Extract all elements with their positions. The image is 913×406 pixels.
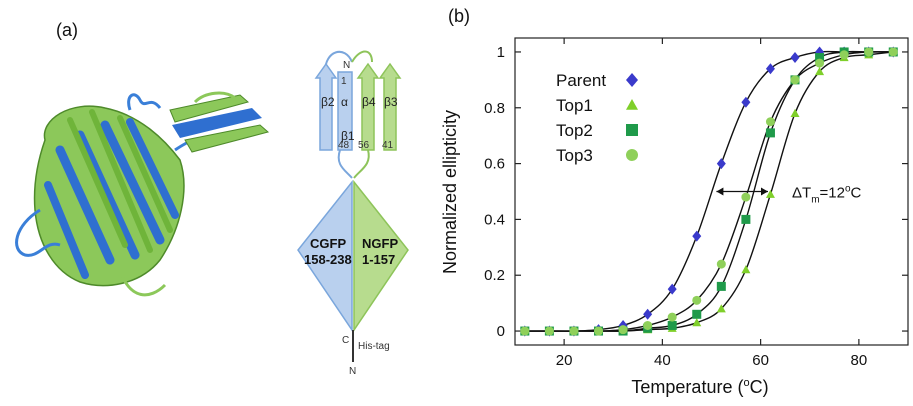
beta4-arrow bbox=[356, 62, 380, 151]
data-point-top3 bbox=[741, 192, 751, 202]
y-tick-label: 0.2 bbox=[484, 267, 505, 284]
data-point-top2 bbox=[815, 53, 825, 63]
data-point-top3 bbox=[544, 326, 554, 336]
y-tick-label: 0.8 bbox=[484, 100, 505, 117]
delta-tm-arrowhead-left bbox=[716, 187, 724, 196]
data-point-parent bbox=[643, 308, 653, 320]
legend-label-top1: Top1 bbox=[556, 96, 593, 115]
data-point-top3 bbox=[618, 325, 628, 335]
x-tick-label: 60 bbox=[752, 352, 769, 369]
topo-label-n-bottom: N bbox=[349, 366, 356, 377]
topo-label-beta1: β1 bbox=[341, 129, 355, 143]
beta3-arrow bbox=[378, 62, 402, 151]
data-point-top1 bbox=[790, 108, 800, 117]
protein-structure-illustration bbox=[15, 91, 270, 297]
y-tick-label: 0 bbox=[497, 323, 505, 340]
ngfp-range: 1-157 bbox=[362, 252, 395, 267]
y-tick-label: 0.4 bbox=[484, 211, 505, 228]
data-point-top2 bbox=[692, 309, 702, 319]
data-point-parent bbox=[716, 158, 726, 170]
fit-curve-top3 bbox=[524, 51, 894, 332]
data-point-top3 bbox=[790, 75, 800, 85]
legend-marker-top3 bbox=[626, 149, 638, 161]
panel-label-a: (a) bbox=[56, 20, 78, 40]
data-point-top1 bbox=[765, 189, 775, 198]
cgfp-range: 158-238 bbox=[304, 252, 352, 267]
data-point-top1 bbox=[815, 66, 825, 76]
topo-label-num-48: 48 bbox=[338, 140, 350, 151]
topo-label-num-41: 41 bbox=[382, 140, 394, 151]
delta-tm-label: ΔTm=12oC bbox=[792, 184, 862, 206]
data-point-parent bbox=[741, 96, 751, 108]
ngfp-label: NGFP bbox=[362, 236, 398, 251]
topo-label-c: C bbox=[342, 335, 349, 346]
data-point-top3 bbox=[716, 259, 726, 269]
x-axis-label: Temperature (oC) bbox=[631, 377, 768, 397]
alpha-rect bbox=[337, 71, 353, 151]
melting-curve-chart: 20 40 60 80 0 0.2 0.4 0.6 0.8 1 Parent Top1 Top2 Top… bbox=[440, 37, 909, 397]
legend-marker-parent bbox=[626, 73, 638, 87]
legend-label-parent: Parent bbox=[556, 71, 606, 90]
plot-frame bbox=[514, 37, 909, 346]
data-point-top3 bbox=[864, 47, 874, 57]
topo-label-num-56: 56 bbox=[358, 140, 370, 151]
cgfp-label: CGFP bbox=[310, 236, 346, 251]
data-point-top3 bbox=[815, 58, 825, 68]
y-tick-label: 1 bbox=[497, 44, 505, 61]
delta-tm-arrowhead-right bbox=[760, 187, 768, 196]
data-point-parent bbox=[790, 52, 800, 64]
legend-marker-top2 bbox=[626, 124, 638, 136]
data-point-top3 bbox=[839, 50, 849, 60]
his-tag-label: His-tag bbox=[358, 341, 390, 352]
panel-label-b: (b) bbox=[448, 6, 470, 26]
y-tick-label: 0.6 bbox=[484, 156, 505, 173]
topo-label-beta4: β4 bbox=[362, 95, 376, 109]
x-tick-label: 80 bbox=[851, 352, 868, 369]
beta2-arrow bbox=[314, 62, 338, 151]
data-point-top3 bbox=[569, 326, 579, 336]
data-point-top3 bbox=[667, 312, 677, 322]
topo-label-num-1: 1 bbox=[341, 76, 347, 87]
data-point-top3 bbox=[888, 47, 898, 57]
data-point-parent bbox=[765, 63, 775, 75]
topo-label-beta2: β2 bbox=[321, 95, 335, 109]
data-point-top1 bbox=[692, 318, 702, 327]
data-point-top2 bbox=[667, 320, 677, 330]
legend-label-top3: Top3 bbox=[556, 146, 593, 165]
data-point-top1 bbox=[741, 265, 751, 274]
data-point-top2 bbox=[741, 214, 751, 224]
topo-label-alpha: α bbox=[341, 95, 348, 109]
data-point-top3 bbox=[594, 326, 604, 336]
data-point-top1 bbox=[716, 304, 726, 313]
topo-label-n-top: N bbox=[343, 60, 350, 71]
topo-label-beta3: β3 bbox=[384, 95, 398, 109]
x-tick-label: 20 bbox=[556, 352, 573, 369]
data-point-top2 bbox=[716, 281, 726, 291]
data-point-parent bbox=[692, 230, 702, 242]
data-point-top3 bbox=[520, 326, 530, 336]
x-tick-label: 40 bbox=[654, 352, 671, 369]
cgfp-diamond bbox=[297, 179, 353, 333]
data-point-parent bbox=[667, 283, 677, 295]
topology-diagram: β2 α β4 β3 β1 N 1 48 56 41 CGFP 158-238 … bbox=[297, 50, 409, 377]
legend-label-top2: Top2 bbox=[556, 121, 593, 140]
legend-marker-top1 bbox=[626, 99, 638, 110]
data-point-top3 bbox=[765, 117, 775, 127]
data-point-top3 bbox=[692, 295, 702, 305]
data-point-top3 bbox=[643, 320, 653, 330]
y-axis-label: Normalized ellipticity bbox=[440, 110, 460, 274]
data-point-top2 bbox=[765, 128, 775, 138]
ngfp-diamond bbox=[353, 179, 409, 333]
